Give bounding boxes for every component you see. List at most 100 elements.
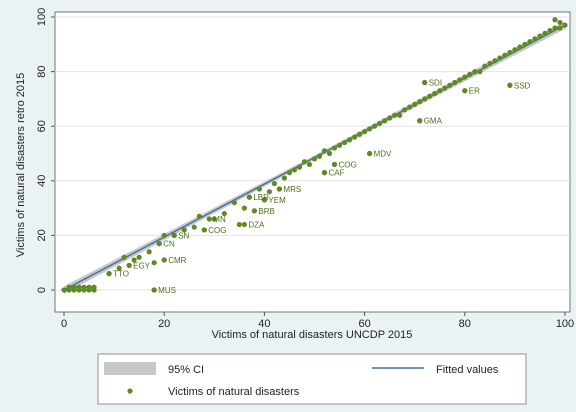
data-point [316, 153, 323, 159]
data-point [306, 161, 313, 168]
data-point [397, 112, 403, 118]
data-point [452, 79, 458, 86]
y-tick-label: 0 [36, 287, 48, 293]
y-tick-label: 80 [36, 65, 48, 77]
data-point [407, 104, 413, 110]
data-point [136, 254, 142, 260]
x-tick-label: 0 [61, 318, 67, 330]
point-label: CAF [329, 169, 345, 178]
data-point [326, 150, 333, 157]
legend-scatter-label: Victims of natural disasters [168, 386, 300, 398]
data-point [512, 47, 518, 53]
data-point [552, 17, 558, 23]
data-point [362, 129, 368, 135]
point-label: CN [163, 240, 175, 249]
data-point [437, 88, 443, 94]
data-point [472, 69, 478, 75]
legend-box [97, 353, 527, 405]
data-point [236, 221, 242, 228]
point-label: ER [469, 87, 480, 96]
labeled-point [276, 186, 283, 192]
grid-lines [55, 16, 570, 291]
data-point [477, 69, 483, 75]
x-tick-label: 40 [258, 318, 270, 330]
point-label: SSD [514, 81, 531, 90]
data-point [492, 58, 498, 64]
data-point [161, 232, 167, 238]
point-label: GMA [424, 117, 443, 126]
data-point [432, 90, 438, 97]
x-tick-label: 80 [459, 318, 471, 330]
data-point [487, 60, 493, 67]
labeled-point [321, 170, 328, 176]
labeled-point [201, 227, 207, 233]
y-tick-label: 100 [36, 8, 48, 26]
data-marks: MUSTTOEGYCMRCNSNMNCOGDZABRBYEMLBRMRSCAFC… [61, 17, 568, 295]
legend-scatter-swatch [127, 388, 133, 394]
legend-ci-swatch [104, 362, 156, 375]
axes: 0 20 40 60 80 100 0 20 40 60 80 100 [36, 8, 574, 330]
data-point [81, 284, 87, 290]
data-point [542, 30, 548, 36]
y-tick-label: 20 [36, 229, 48, 241]
legend-ci-label: 95% CI [168, 364, 204, 376]
data-point [336, 142, 343, 148]
data-point [321, 148, 328, 154]
point-label: DZA [248, 220, 265, 229]
data-point [61, 287, 67, 293]
labeled-point [417, 118, 423, 124]
data-point [417, 99, 423, 105]
point-label: SDI [429, 79, 442, 88]
data-point [211, 216, 217, 222]
x-tick-label: 100 [556, 318, 574, 330]
labeled-point [261, 197, 267, 203]
legend: 95% CI Fitted values Victims of natural … [97, 353, 527, 405]
data-point [427, 93, 433, 99]
data-point [351, 134, 358, 140]
data-point [86, 284, 92, 290]
labeled-point [171, 232, 177, 238]
data-point [537, 33, 543, 39]
data-point [507, 49, 513, 56]
x-axis-title: Victims of natural disasters UNCDP 2015 [212, 329, 413, 341]
data-point [181, 227, 187, 233]
data-point [392, 112, 398, 118]
data-point [146, 249, 152, 255]
point-label: MDV [374, 150, 392, 159]
data-point [562, 22, 568, 28]
point-label: COG [339, 160, 357, 169]
data-point [557, 19, 563, 26]
data-point [442, 85, 448, 91]
labeled-point [331, 161, 338, 168]
data-point [66, 284, 72, 290]
data-point [301, 159, 308, 165]
y-tick-label: 40 [36, 175, 48, 187]
labeled-point [241, 221, 247, 228]
labeled-point [206, 216, 212, 222]
data-point [116, 265, 122, 271]
data-point [552, 25, 558, 31]
data-point [266, 189, 273, 195]
y-tick-label: 60 [36, 120, 48, 132]
labeled-point [462, 88, 468, 94]
data-point [522, 41, 528, 47]
data-point [502, 52, 508, 58]
labeled-point [161, 257, 167, 263]
data-point [291, 167, 298, 173]
point-label: TTO [113, 270, 129, 279]
labeled-point [367, 150, 373, 157]
data-point [462, 74, 468, 80]
legend-fit-label: Fitted values [436, 364, 499, 376]
point-label: SN [178, 231, 189, 240]
data-point [241, 205, 247, 211]
x-tick-label: 60 [358, 318, 370, 330]
data-point [382, 118, 388, 124]
data-point [271, 180, 278, 187]
data-point [482, 63, 488, 69]
data-point [517, 44, 523, 50]
data-point [281, 175, 288, 181]
data-point [121, 254, 127, 260]
data-point [311, 156, 318, 162]
data-point [422, 96, 428, 102]
